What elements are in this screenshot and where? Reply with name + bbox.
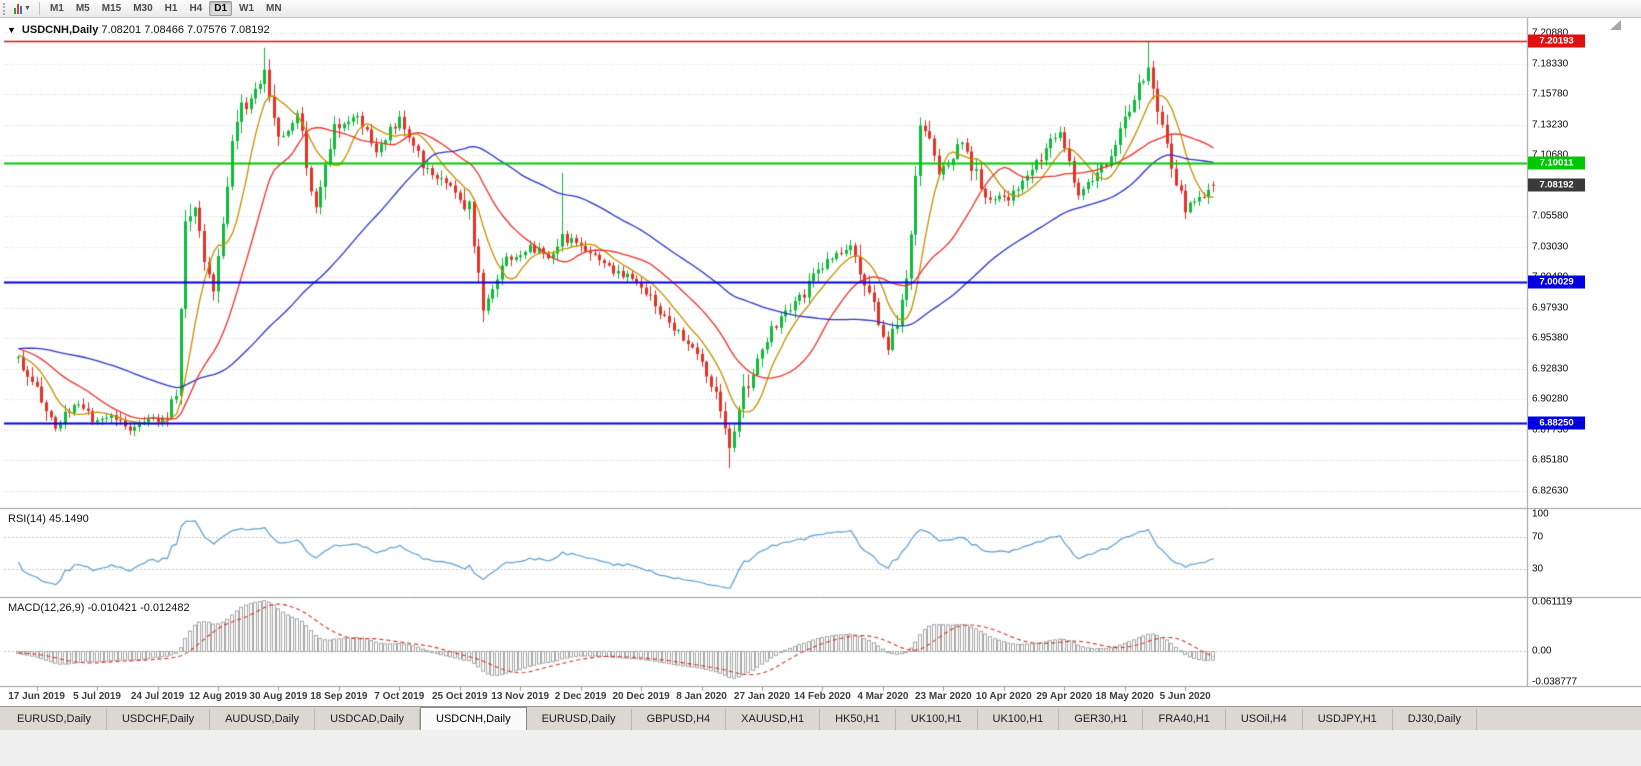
title-text: USDCNH,Daily 7.08201 7.08466 7.07576 7.0… (22, 24, 270, 36)
date-axis-label: 7 Oct 2019 (374, 691, 425, 702)
bar-chart-icon (14, 3, 22, 14)
rsi-indicator-label: RSI(14) 45.1490 (8, 513, 89, 525)
rsi-axis-label: 70 (1532, 531, 1544, 543)
toolbar-gripper[interactable] (3, 2, 7, 15)
date-axis-label: 12 Aug 2019 (188, 691, 247, 702)
chart-tab-15-dj30-daily[interactable]: DJ30,Daily (1393, 709, 1477, 730)
macd-axis-label: 0.061119 (1532, 596, 1573, 608)
date-axis-label: 5 Jun 2020 (1159, 691, 1211, 702)
chevron-down-icon: ▼ (24, 5, 31, 12)
price-axis-label: 6.90280 (1532, 393, 1569, 405)
chart-tab-14-usdjpy-h1[interactable]: USDJPY,H1 (1303, 709, 1393, 730)
one-click-trading-toggle[interactable]: ▼ (7, 25, 16, 35)
date-axis-label: 29 Apr 2020 (1036, 691, 1093, 702)
chart-tab-0-eurusd-daily[interactable]: EURUSD,Daily (2, 709, 107, 730)
timeframe-button-m15[interactable]: M15 (101, 3, 122, 14)
hline-price-badge: 7.20193 (1528, 34, 1585, 48)
chart-tab-13-usoil-h4[interactable]: USOil,H4 (1226, 709, 1303, 730)
macd-indicator-label: MACD(12,26,9) -0.010421 -0.012482 (8, 602, 190, 614)
chart-tab-2-audusd-daily[interactable]: AUDUSD,Daily (210, 709, 316, 730)
date-axis-label: 4 Mar 2020 (857, 691, 909, 702)
price-axis-label: 6.97930 (1532, 302, 1569, 314)
timeframes-toolbar: ▼ M1 M5 M15 M30 H1 H4 D1 W1 MN (0, 0, 1641, 18)
timeframe-button-d1[interactable]: D1 (209, 1, 233, 16)
symbol-period-label: USDCNH,Daily (21, 24, 99, 36)
timeframe-button-m5[interactable]: M5 (75, 3, 90, 14)
timeframe-button-h4[interactable]: H4 (189, 3, 203, 14)
date-axis-label: 14 Feb 2020 (794, 691, 851, 702)
date-axis-label: 17 Jun 2019 (8, 691, 65, 702)
date-axis-label: 20 Dec 2019 (612, 691, 670, 702)
chart-tab-6-gbpusd-h4[interactable]: GBPUSD,H4 (632, 709, 727, 730)
timeframe-button-mn[interactable]: MN (266, 3, 282, 14)
chart-tab-12-fra40-h1[interactable]: FRA40,H1 (1143, 709, 1226, 730)
date-axis-label: 27 Jan 2020 (733, 691, 791, 702)
macd-name: MACD(12,26,9) (8, 602, 85, 614)
hline-price-badge: 7.10011 (1528, 156, 1585, 170)
chart-tab-4-usdcnh-daily[interactable]: USDCNH,Daily (420, 707, 527, 730)
bid-price-badge: 7.08192 (1528, 178, 1585, 192)
chart-tab-11-ger30-h1[interactable]: GER30,H1 (1059, 709, 1144, 730)
date-axis-label: 18 Sep 2019 (310, 691, 368, 702)
chart-canvas[interactable] (0, 18, 1641, 706)
date-axis-label: 23 Mar 2020 (914, 691, 972, 702)
price-axis-label: 7.03030 (1532, 241, 1569, 253)
price-axis-label: 7.05580 (1532, 210, 1569, 222)
chart-tab-1-usdchf-daily[interactable]: USDCHF,Daily (107, 709, 211, 730)
chart-tabs-bar: EURUSD,Daily USDCHF,Daily AUDUSD,Daily USDC… (0, 706, 1641, 730)
price-axis-label: 7.20880 (1532, 27, 1569, 39)
chart-tab-10-uk100-h1[interactable]: UK100,H1 (978, 709, 1060, 730)
date-axis-label: 24 Jul 2019 (130, 691, 185, 702)
date-axis-label: 8 Jan 2020 (676, 691, 727, 702)
price-axis-label: 6.85180 (1532, 454, 1569, 466)
price-axis-label: 6.92830 (1532, 363, 1569, 375)
date-axis-label: 25 Oct 2019 (431, 691, 488, 702)
chart-title: ▼ USDCNH,Daily 7.08201 7.08466 7.07576 7… (7, 24, 270, 36)
date-axis-label: 2 Dec 2019 (554, 691, 607, 702)
date-axis-label: 13 Nov 2019 (491, 691, 550, 702)
toolbar-separator (38, 2, 40, 15)
rsi-axis-label: 100 (1532, 508, 1549, 520)
price-axis-label: 7.13230 (1532, 119, 1569, 131)
date-axis-label: 18 May 2020 (1095, 691, 1154, 702)
price-axis-label: 6.82630 (1532, 485, 1569, 497)
timeframe-buttons-group: M1 M5 M15 M30 H1 H4 D1 W1 MN (45, 1, 287, 16)
chart-tab-8-hk50-h1[interactable]: HK50,H1 (820, 709, 896, 730)
chart-type-menu[interactable]: ▼ (11, 1, 34, 17)
hline-price-badge: 7.00029 (1528, 275, 1585, 289)
chart-tab-9-uk100-h1[interactable]: UK100,H1 (896, 709, 978, 730)
price-axis-label: 7.15780 (1532, 88, 1569, 100)
chart-tab-3-usdcad-daily[interactable]: USDCAD,Daily (315, 709, 421, 730)
chart-shift-marker[interactable] (1610, 20, 1621, 30)
chart-tab-7-xauusd-h1[interactable]: XAUUSD,H1 (726, 709, 821, 730)
chart-tab-5-eurusd-daily[interactable]: EURUSD,Daily (527, 709, 632, 730)
rsi-name: RSI(14) (8, 513, 46, 525)
price-axis-label: 6.95380 (1532, 332, 1569, 344)
timeframe-button-h1[interactable]: H1 (164, 3, 178, 14)
timeframe-button-m1[interactable]: M1 (49, 3, 64, 14)
macd-current-values: -0.010421 -0.012482 (87, 602, 190, 614)
timeframe-button-m30[interactable]: M30 (133, 3, 153, 14)
price-axis-label: 7.10680 (1532, 149, 1569, 161)
date-axis-label: 10 Apr 2020 (975, 691, 1032, 702)
hline-price-badge: 6.88250 (1528, 416, 1585, 430)
macd-axis-label: 0.00 (1532, 645, 1552, 657)
rsi-current-value: 45.1490 (48, 513, 89, 525)
macd-axis-label: -0.038777 (1532, 676, 1578, 688)
chart-window: ▼ USDCNH,Daily 7.08201 7.08466 7.07576 7… (0, 18, 1641, 706)
ohlc-values: 7.08201 7.08466 7.07576 7.08192 (101, 24, 270, 36)
date-axis-label: 30 Aug 2019 (249, 691, 308, 702)
price-axis-label: 7.18330 (1532, 58, 1569, 70)
rsi-axis-label: 30 (1532, 563, 1544, 575)
date-axis-label: 5 Jul 2019 (73, 691, 121, 702)
timeframe-button-w1[interactable]: W1 (239, 3, 255, 14)
